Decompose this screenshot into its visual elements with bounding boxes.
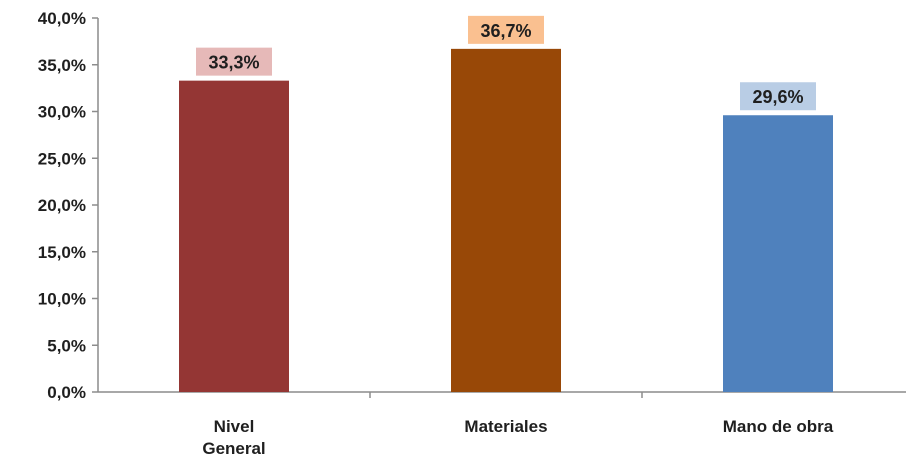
x-category-label: Mano de obra [723,417,834,436]
y-tick-label: 20,0% [38,196,86,215]
data-label-background [196,47,272,76]
y-tick-label: 5,0% [47,336,86,355]
bar [451,48,561,392]
y-tick-label: 15,0% [38,243,86,262]
y-tick-label: 40,0% [38,9,86,28]
bar [179,80,289,393]
data-labels: 33,3% 36,7% 29,6% [196,15,816,111]
x-axis: Nivel General Materiales Mano de obra [98,391,906,458]
y-tick-label: 25,0% [38,149,86,168]
data-label-background [740,82,816,111]
bars [179,48,833,393]
data-label: 33,3% [208,53,259,73]
y-tick-label: 30,0% [38,103,86,122]
y-tick-label: 0,0% [47,383,86,402]
y-axis: 0,0% 5,0% 10,0% 15,0% 20,0% 25,0% 30,0% 35,0% 40… [38,9,99,402]
data-label: 29,6% [752,87,803,107]
bar [723,115,833,393]
y-tick-label: 35,0% [38,56,86,75]
y-tick-label: 10,0% [38,290,86,309]
x-category-label: Nivel General [202,417,265,458]
data-label-background [468,15,544,44]
data-label: 36,7% [480,21,531,41]
x-category-label: Materiales [464,417,547,436]
